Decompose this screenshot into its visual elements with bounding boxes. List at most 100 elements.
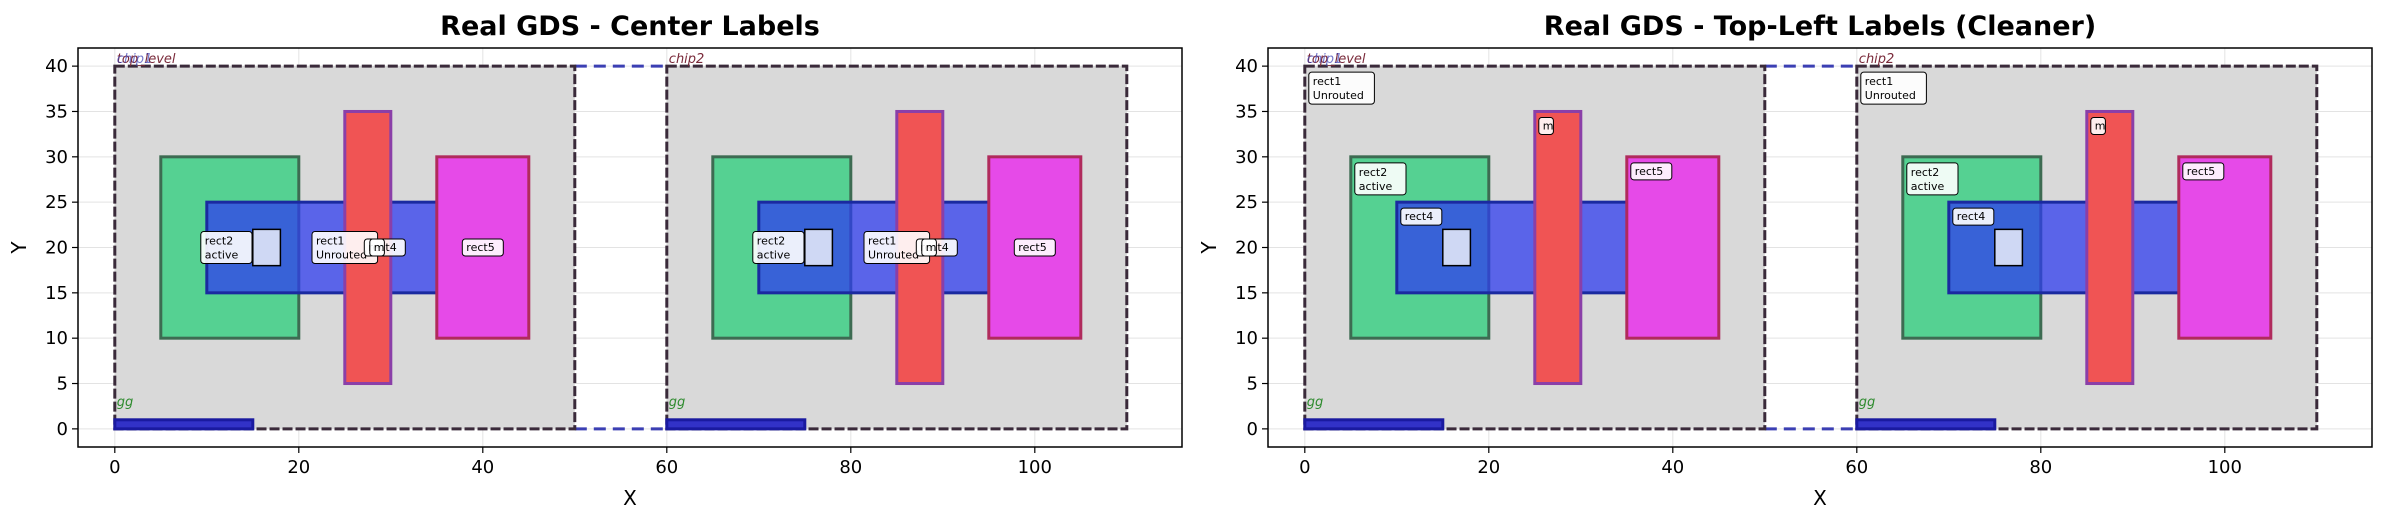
y-tick-label: 20 — [1235, 238, 1258, 259]
x-tick-label: 0 — [1299, 457, 1310, 478]
x-tick-label: 80 — [2029, 457, 2052, 478]
label-rect4: rect4 — [1400, 207, 1443, 226]
y-tick-label: 20 — [45, 238, 68, 259]
chip-tag-top: top_level — [117, 52, 176, 67]
label-rect3: m — [921, 238, 937, 257]
chip-2: rect1Unroutedrect2activerect4mrect5chip2… — [665, 52, 1129, 431]
label-text: active — [757, 249, 791, 262]
label-text: m — [1543, 119, 1554, 132]
label-box — [1354, 162, 1407, 196]
label-box — [1630, 162, 1673, 181]
shape-rect5 — [1625, 155, 1721, 340]
shape-via — [804, 228, 834, 267]
label-rect3: m — [2090, 116, 2106, 135]
label-box — [200, 231, 253, 264]
shape-via — [252, 228, 282, 267]
label-box — [1906, 162, 1959, 196]
label-rect3: m — [369, 238, 385, 257]
label-rect5: rect5 — [1013, 238, 1056, 257]
y-tick-label: 5 — [1247, 374, 1258, 395]
label-text: rect1 — [316, 235, 344, 248]
y-tick-label: 35 — [45, 101, 68, 122]
label-box — [369, 238, 385, 257]
y-tick-label: 15 — [1235, 283, 1258, 304]
label-text: m — [926, 241, 937, 254]
shape-via — [1442, 228, 1472, 267]
x-tick-label: 60 — [1845, 457, 1868, 478]
chart-title: Real GDS - Top-Left Labels (Cleaner) — [1544, 11, 2096, 42]
x-tick-label: 100 — [2208, 457, 2242, 478]
chart-title: Real GDS - Center Labels — [440, 11, 820, 42]
label-text: Unrouted — [316, 249, 367, 262]
label-box — [752, 231, 805, 264]
label-text: rect4 — [1957, 210, 1985, 223]
y-tick-label: 10 — [1235, 328, 1258, 349]
shape-rect5 — [2177, 155, 2273, 340]
label-text: rect2 — [1359, 166, 1387, 179]
chip-tag-overlap: chip1 — [117, 52, 153, 67]
label-text: rect2 — [1911, 166, 1939, 179]
y-tick-label: 40 — [45, 56, 68, 77]
y-tick-label: 30 — [1235, 147, 1258, 168]
label-box — [1400, 207, 1443, 226]
y-tick-label: 35 — [1235, 101, 1258, 122]
y-tick-label: 15 — [45, 283, 68, 304]
y-tick-label: 0 — [57, 419, 68, 440]
chip-1: rect1Unroutedrect2activerect4mrect5top_l… — [113, 52, 577, 431]
x-tick-label: 20 — [1477, 457, 1500, 478]
label-text: rect1 — [1313, 75, 1341, 88]
shape-pad — [113, 418, 255, 431]
label-box — [1860, 71, 1927, 105]
label-rect5: rect5 — [2182, 162, 2225, 181]
label-text: rect2 — [757, 235, 785, 248]
x-tick-label: 20 — [287, 457, 310, 478]
label-text: active — [205, 249, 239, 262]
shape-rect3 — [2085, 109, 2135, 386]
label-rect5: rect5 — [1630, 162, 1673, 181]
x-tick-label: 40 — [1661, 457, 1684, 478]
x-tick-label: 0 — [109, 457, 120, 478]
label-text: m — [374, 241, 385, 254]
label-box — [2182, 162, 2225, 181]
shape-rect3 — [1533, 109, 1583, 386]
chip-tag-top: top_level — [1307, 52, 1366, 67]
x-tick-label: 60 — [655, 457, 678, 478]
chip-tag-top: chip2 — [1859, 52, 1895, 67]
x-axis-label: X — [1813, 486, 1827, 510]
label-text: rect4 — [1405, 210, 1433, 223]
x-tick-label: 40 — [471, 457, 494, 478]
shape-via — [1994, 228, 2024, 267]
label-text: rect2 — [205, 235, 233, 248]
label-text: Unrouted — [1865, 89, 1916, 102]
label-rect5: rect5 — [461, 238, 504, 257]
label-text: m — [2095, 119, 2106, 132]
label-rect4: rect4 — [1952, 207, 1995, 226]
label-box — [461, 238, 504, 257]
label-box — [1538, 116, 1554, 135]
label-box — [921, 238, 937, 257]
y-axis-label: Y — [7, 241, 31, 255]
label-text: rect5 — [2187, 165, 2215, 178]
label-text: rect5 — [1018, 241, 1046, 254]
chip-tag-top: chip2 — [669, 52, 705, 67]
y-axis-label: Y — [1197, 241, 1221, 255]
chip-tag-bottom: gg — [117, 395, 134, 410]
y-tick-label: 10 — [45, 328, 68, 349]
y-tick-label: 40 — [1235, 56, 1258, 77]
label-text: active — [1359, 180, 1393, 193]
shape-pad — [665, 418, 807, 431]
x-axis-label: X — [623, 486, 637, 510]
label-text: Unrouted — [1313, 89, 1364, 102]
label-rect3: m — [1538, 116, 1554, 135]
chip-tag-overlap: chip1 — [1307, 52, 1343, 67]
